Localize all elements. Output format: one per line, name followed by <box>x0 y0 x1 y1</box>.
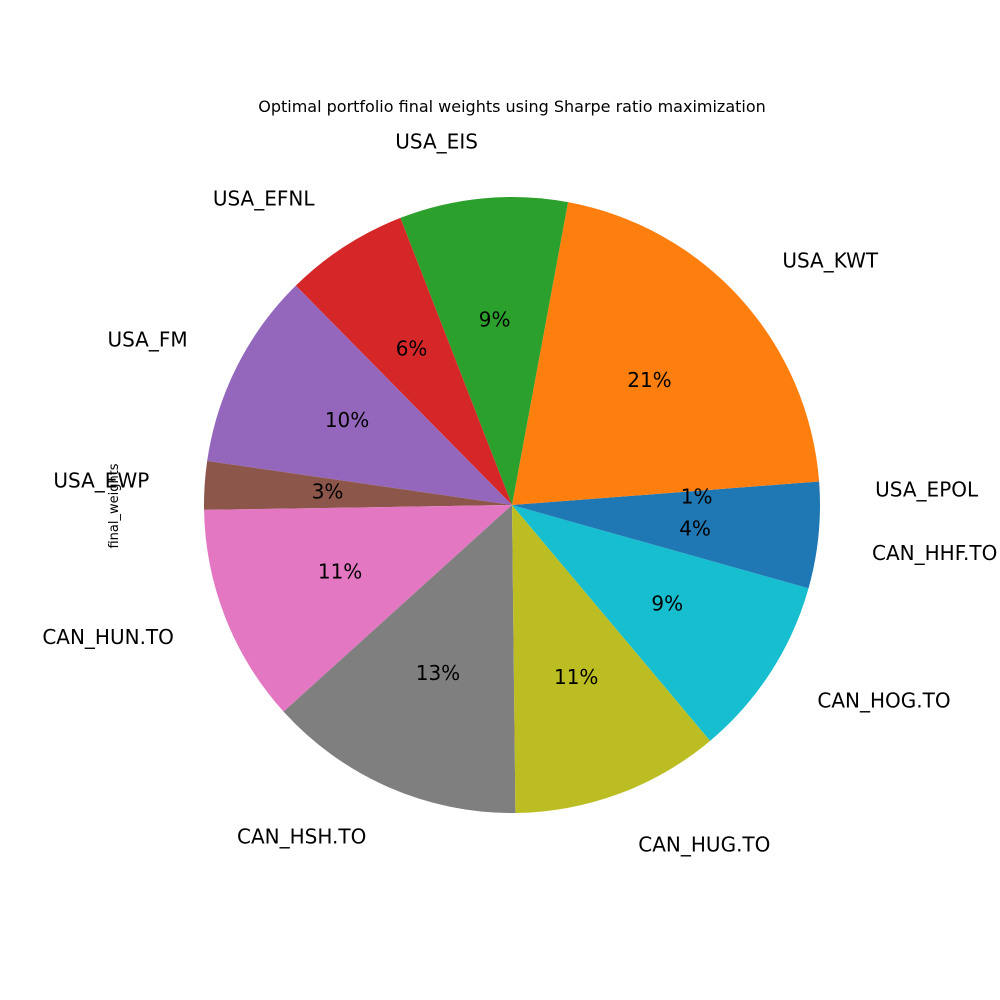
pct-label-can-hug-to: 11% <box>554 665 598 689</box>
slice-label-usa-ewp: USA_EWP <box>53 468 149 492</box>
slice-label-usa-fm: USA_FM <box>107 328 187 352</box>
slice-label-usa-epol: USA_EPOL <box>875 478 979 502</box>
pct-label-can-hsh-to: 13% <box>416 661 460 685</box>
chart-title: Optimal portfolio final weights using Sh… <box>258 97 766 116</box>
pie-slice-usa-kwt <box>512 202 820 505</box>
pie-slice-usa-ewp <box>204 461 512 510</box>
pct-label-usa-ewp: 3% <box>312 480 344 504</box>
pct-label-can-hog-to: 9% <box>651 592 683 616</box>
pie-slice-usa-epol <box>512 481 820 505</box>
slice-label-usa-efnl: USA_EFNL <box>213 186 315 210</box>
pie-slice-can-hhf-to <box>512 505 821 589</box>
slice-label-usa-eis: USA_EIS <box>395 130 478 154</box>
slice-label-can-hsh-to: CAN_HSH.TO <box>237 824 366 848</box>
pie-slice-can-hsh-to <box>283 505 516 813</box>
pct-label-usa-eis: 9% <box>479 308 511 332</box>
pct-label-usa-epol: 1% <box>681 484 713 508</box>
slice-label-can-hhf-to: CAN_HHF.TO <box>872 541 997 565</box>
y-axis-label: final_weights <box>107 463 122 548</box>
slice-label-usa-kwt: USA_KWT <box>782 249 879 273</box>
slice-label-can-hun-to: CAN_HUN.TO <box>42 625 174 649</box>
pie-slice-can-hug-to <box>512 505 711 813</box>
pct-label-usa-efnl: 6% <box>396 336 428 360</box>
pie-slice-can-hog-to <box>512 505 809 741</box>
pie-slice-can-hun-to <box>204 505 512 712</box>
pie-slices <box>204 196 821 813</box>
pie-slice-usa-eis <box>400 196 569 505</box>
slice-label-can-hog-to: CAN_HOG.TO <box>817 689 950 713</box>
pie-slice-usa-fm <box>207 285 512 505</box>
pct-label-can-hun-to: 11% <box>318 559 362 583</box>
pct-label-usa-kwt: 21% <box>627 368 671 392</box>
slice-label-can-hug-to: CAN_HUG.TO <box>638 832 770 856</box>
pct-label-can-hhf-to: 4% <box>679 517 711 541</box>
pie-slice-usa-efnl <box>295 217 512 505</box>
pie-labels: USA_EPOL 1% USA_KWT 21% USA_EIS 9% USA_EFNL 6% U… <box>42 130 997 857</box>
pct-label-usa-fm: 10% <box>325 408 369 432</box>
